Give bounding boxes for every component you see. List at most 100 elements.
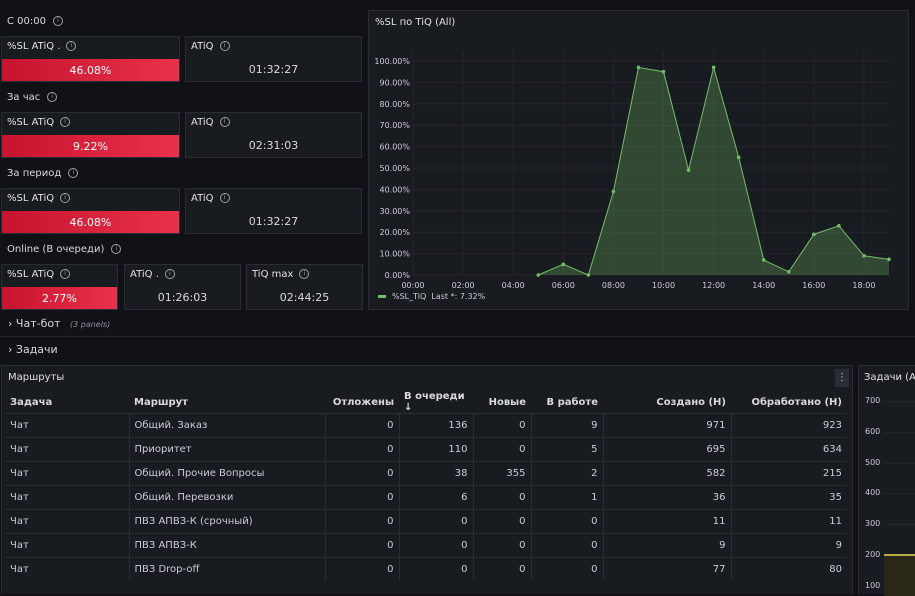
atiq-panel-r4[interactable]: ATiQ .i 01:26:03 — [124, 264, 241, 310]
panel-title: %SL ATiQ i — [7, 193, 71, 204]
table-cell: 0 — [472, 557, 531, 581]
info-icon[interactable]: i — [68, 168, 79, 178]
info-icon[interactable]: i — [111, 244, 122, 254]
info-icon[interactable]: i — [52, 16, 63, 26]
tasks-side-panel[interactable]: Задачи (All) 700 600 500 400 300 200 100 — [858, 365, 915, 596]
col-header-new[interactable]: Новые — [488, 396, 526, 408]
routes-table-panel[interactable]: Маршруты ⋮ Задача Маршрут Отложены В оче… — [1, 365, 853, 594]
atiq-value: 01:26:03 — [157, 291, 208, 304]
sl-panel-r3[interactable]: %SL ATiQ i 46.08% — [1, 188, 180, 234]
data-point — [862, 253, 866, 258]
row-tasks-label: Задачи — [15, 343, 58, 356]
data-point — [761, 258, 766, 262]
info-icon[interactable]: i — [219, 193, 230, 203]
sl-tiq-chart: 0.00% 10.00% 20.00% 30.00% 40.00% 50.00% 60.00… — [374, 51, 891, 290]
sl-value: 46.08% — [2, 211, 179, 233]
side-ytick: 400 — [865, 488, 881, 498]
table-cell: 9 — [602, 533, 731, 558]
table-cell: 971 — [602, 413, 731, 438]
data-point — [786, 269, 791, 274]
table-cell: 77 — [602, 557, 731, 581]
info-icon[interactable]: i — [219, 41, 230, 51]
table-row[interactable]: Чат ПВЗ АПВЗ-К 0 0 0 0 9 9 — [5, 533, 847, 558]
chevron-right-icon: › — [8, 317, 13, 330]
panel-title: %SL ATiQ i — [7, 117, 71, 128]
col-header-created[interactable]: Создано (Н) — [656, 396, 726, 408]
sl-panel-r2[interactable]: %SL ATiQ i 9.22% — [1, 112, 180, 158]
y-tick-label: 90.00% — [379, 78, 410, 87]
info-icon[interactable]: i — [60, 193, 71, 203]
side-ytick: 300 — [865, 519, 881, 529]
row-tasks[interactable]: › Задачи — [8, 343, 58, 356]
col-header-in-work[interactable]: В работе — [546, 396, 598, 408]
row-chatbot[interactable]: › Чат-бот (3 panels) — [8, 317, 110, 330]
legend-swatch — [378, 295, 386, 298]
col-header-task[interactable]: Задача — [10, 396, 53, 408]
chart-legend[interactable]: %SL_TiQ Last *: 7.32% — [378, 292, 485, 301]
atiq-panel-r2[interactable]: ATiQ i 02:31:03 — [185, 112, 362, 158]
data-point — [661, 69, 666, 74]
tiq-max-panel[interactable]: TiQ max i 02:44:25 — [246, 264, 363, 310]
table-row[interactable]: Чат Общий. Заказ 0 136 0 9 971 923 — [5, 413, 847, 438]
atiq-panel-r3[interactable]: ATiQ i 01:32:27 — [185, 188, 362, 234]
atiq-value: 01:32:27 — [248, 215, 299, 228]
info-icon[interactable]: i — [60, 117, 71, 127]
panel-title: %SL ATiQ i — [7, 269, 71, 280]
col-header-processed[interactable]: Обработано (Н) — [751, 396, 842, 408]
table-header-row: Задача Маршрут Отложены В очереди ↓ Новы… — [5, 391, 847, 414]
table-cell: Чат — [5, 509, 129, 534]
table-cell: 0 — [324, 509, 399, 534]
chart-panel[interactable]: %SL по TiQ (All) 0.00% 10.00% 20.00% 30.00%… — [368, 10, 909, 310]
table-row[interactable]: Чат Общий. Перевозки 0 6 0 1 36 35 — [5, 485, 847, 510]
table-cell: 0 — [324, 485, 399, 510]
kebab-menu-icon[interactable]: ⋮ — [835, 369, 849, 387]
table-cell: 38 — [398, 461, 473, 486]
table-row[interactable]: Чат Общий. Прочие Вопросы 0 38 355 2 582 215 — [5, 461, 847, 486]
panel-title: %SL ATiQ .i — [7, 41, 77, 52]
side-ytick: 600 — [865, 426, 881, 436]
x-tick-label: 06:00 — [552, 281, 575, 290]
side-ytick: 100 — [865, 580, 881, 590]
table-cell: Чат — [5, 461, 129, 486]
section-last-hour: За час i — [7, 92, 58, 103]
legend-last-value: Last *: 7.32% — [431, 292, 486, 301]
table-cell: 9 — [730, 533, 847, 558]
sl-value: 46.08% — [2, 59, 179, 81]
table-row[interactable]: Чат ПВЗ Drop-off 0 0 0 0 77 80 — [5, 557, 847, 581]
info-icon[interactable]: i — [219, 117, 230, 127]
col-header-route[interactable]: Маршрут — [134, 396, 188, 408]
table-cell: 36 — [602, 485, 731, 510]
table-cell: 80 — [730, 557, 847, 581]
info-icon[interactable]: i — [60, 269, 71, 279]
series-area — [538, 67, 889, 275]
table-cell: 6 — [398, 485, 473, 510]
section-online: Online (В очереди) i — [7, 244, 122, 255]
sl-panel-r1[interactable]: %SL ATiQ .i 46.08% — [1, 36, 180, 82]
table-cell: Чат — [5, 437, 129, 462]
table-cell: 11 — [602, 509, 731, 534]
table-cell: Общий. Прочие Вопросы — [128, 461, 325, 486]
info-icon[interactable]: i — [164, 269, 175, 279]
info-icon[interactable]: i — [299, 269, 310, 279]
tiq-max-value: 02:44:25 — [279, 291, 330, 304]
table-row[interactable]: Чат ПВЗ АПВЗ-К (срочный) 0 0 0 0 11 11 — [5, 509, 847, 534]
y-tick-label: 20.00% — [379, 228, 410, 237]
col-header-queue[interactable]: В очереди ↓ — [399, 391, 473, 414]
x-tick-label: 14:00 — [752, 281, 775, 290]
info-icon[interactable]: i — [66, 41, 77, 51]
side-gridline — [884, 493, 915, 495]
x-tick-label: 02:00 — [452, 281, 475, 290]
atiq-panel-r1[interactable]: ATiQ i 01:32:27 — [185, 36, 362, 82]
x-tick-label: 10:00 — [652, 281, 675, 290]
sl-value: 9.22% — [2, 135, 179, 157]
table-row[interactable]: Чат Приоритет 0 110 0 5 695 634 — [5, 437, 847, 462]
info-icon[interactable]: i — [47, 92, 58, 102]
chevron-down-icon: › — [8, 343, 13, 356]
y-tick-label: 50.00% — [379, 164, 410, 173]
x-tick-label: 18:00 — [852, 281, 875, 290]
sl-panel-r4[interactable]: %SL ATiQ i 2.77% — [1, 264, 118, 310]
col-header-postponed[interactable]: Отложены — [332, 396, 394, 408]
sort-arrow-icon: ↓ — [404, 402, 413, 413]
table-cell: ПВЗ АПВЗ-К (срочный) — [128, 509, 325, 534]
table-cell: 0 — [324, 437, 399, 462]
